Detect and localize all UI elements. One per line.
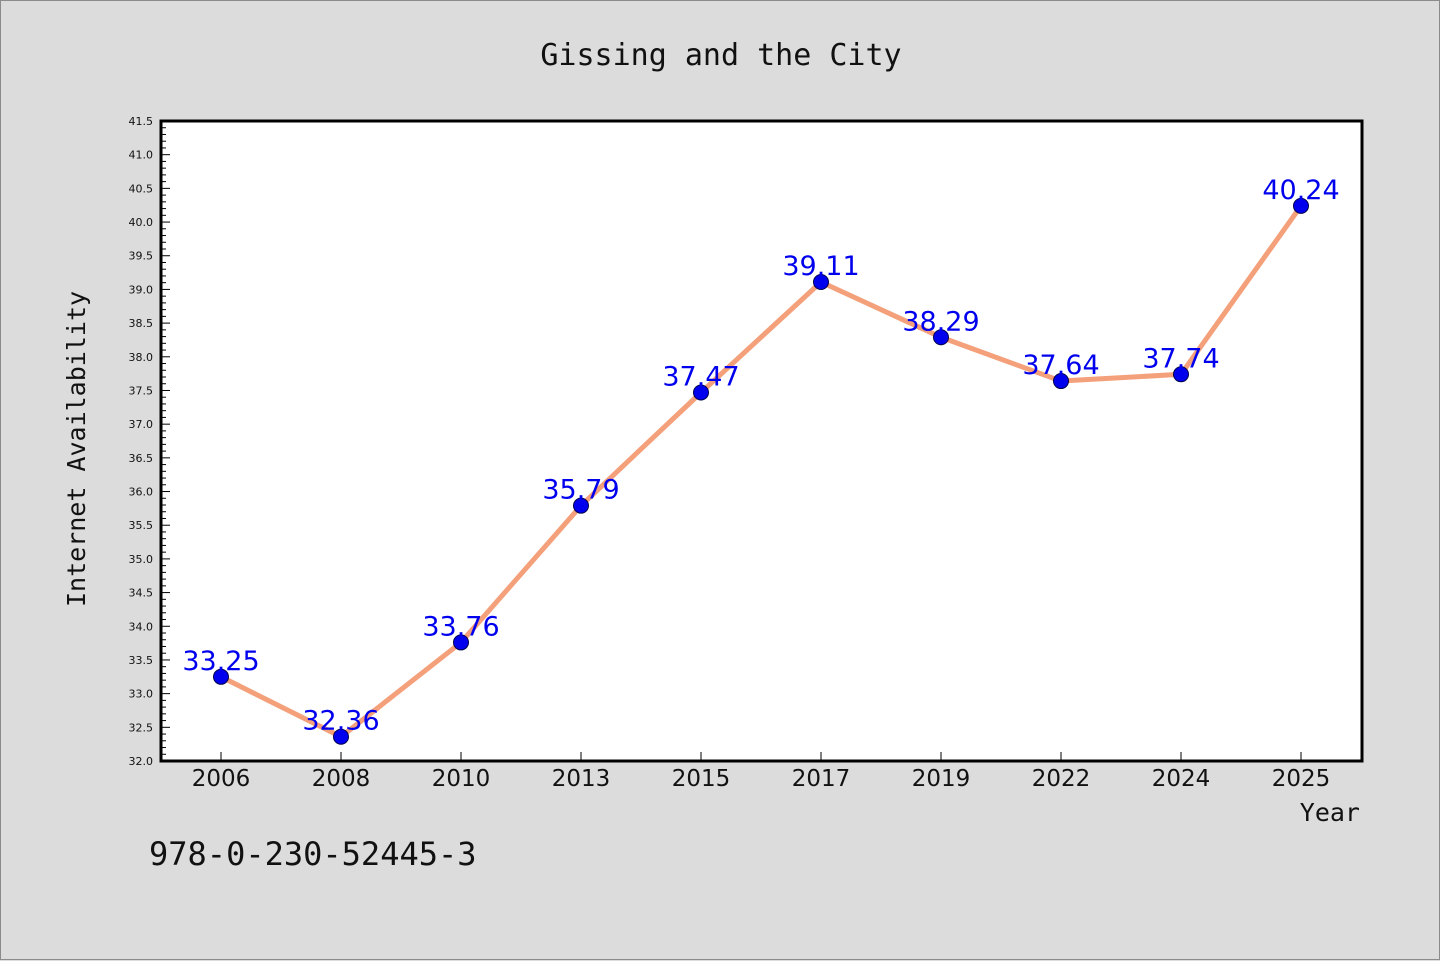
data-point <box>1293 197 1309 214</box>
plot-area <box>161 121 1362 761</box>
x-tick-label: 2015 <box>672 766 731 792</box>
y-tick-label: 37.0 <box>129 418 154 431</box>
x-tick-label: 2024 <box>1152 766 1211 792</box>
plot-frame <box>159 119 1364 763</box>
data-label: 40.24 <box>1262 175 1339 206</box>
y-tick-label: 32.0 <box>129 755 154 768</box>
y-tick-label: 41.5 <box>129 115 154 128</box>
y-tick-label: 35.5 <box>129 519 154 532</box>
data-point <box>453 634 469 651</box>
y-axis-label: Internet Availability <box>62 291 91 607</box>
y-tick-label: 33.5 <box>129 654 154 667</box>
x-axis-label: Year <box>1300 798 1360 827</box>
x-tick-label: 2008 <box>312 766 371 792</box>
x-tick-label: 2010 <box>432 766 491 792</box>
y-tick-label: 37.5 <box>129 384 154 397</box>
x-tick-label: 2025 <box>1272 766 1331 792</box>
data-point <box>333 728 349 745</box>
y-tick-label: 35.0 <box>129 553 154 566</box>
data-point <box>1173 366 1189 383</box>
y-tick-label: 33.0 <box>129 688 154 701</box>
data-point <box>693 384 709 401</box>
data-label: 35.79 <box>542 475 619 506</box>
data-point <box>813 274 829 291</box>
x-tick-label: 2013 <box>552 766 611 792</box>
y-tick-label: 41.0 <box>129 149 154 162</box>
y-tick-label: 39.5 <box>129 250 154 263</box>
x-tick-label: 2019 <box>912 766 971 792</box>
y-tick-label: 38.0 <box>129 351 154 364</box>
y-tick-label: 36.0 <box>129 486 154 499</box>
data-label: 37.64 <box>1022 350 1099 381</box>
y-tick-label: 39.0 <box>129 283 154 296</box>
data-label: 39.11 <box>782 251 859 282</box>
x-tick-label: 2022 <box>1032 766 1091 792</box>
series-layer: 33.25 32.36 33.76 35.79 37.47 39.11 38.29 37.64… <box>182 175 1340 745</box>
x-tick-label: 2017 <box>792 766 851 792</box>
data-label: 32.36 <box>302 706 379 737</box>
y-tick-label: 34.5 <box>129 587 154 600</box>
y-tick-label: 40.5 <box>129 182 154 195</box>
data-point <box>933 329 949 346</box>
data-label: 37.47 <box>662 361 739 392</box>
series-line <box>218 203 1304 740</box>
chart-title: Gissing and the City <box>540 38 901 73</box>
data-point <box>573 497 589 514</box>
x-axis: 2006 2008 2010 2013 2015 2017 2019 2022 2024 2025 <box>192 752 1331 792</box>
data-point <box>1053 373 1069 390</box>
y-tick-label: 36.5 <box>129 452 154 465</box>
data-label: 33.76 <box>422 611 499 642</box>
x-tick-label: 2006 <box>192 766 251 792</box>
y-axis: 32.0 32.5 33.0 33.5 34.0 34.5 35.0 35.5 36.0 36.5… <box>129 115 170 768</box>
data-point <box>213 668 229 685</box>
data-label: 33.25 <box>182 646 259 677</box>
isbn-footnote: 978-0-230-52445-3 <box>149 835 477 873</box>
y-tick-label: 32.5 <box>129 721 154 734</box>
y-tick-label: 38.5 <box>129 317 154 330</box>
data-label: 38.29 <box>902 306 979 337</box>
y-tick-label: 40.0 <box>129 216 154 229</box>
y-tick-label: 34.0 <box>129 620 154 633</box>
data-label: 37.74 <box>1142 343 1219 374</box>
